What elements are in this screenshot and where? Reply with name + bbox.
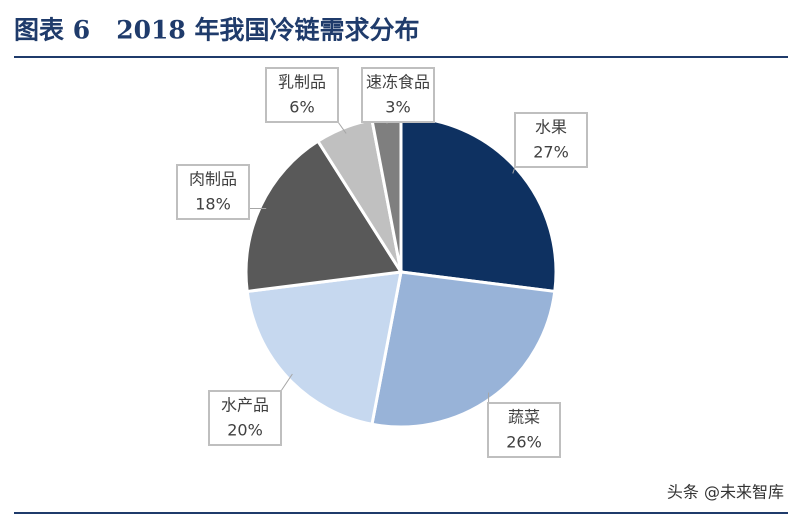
label-box (514, 112, 588, 168)
watermark: 头条 @未来智库 (667, 483, 784, 502)
slice-value: 6% (289, 98, 314, 117)
slice-value: 18% (195, 195, 231, 214)
slice-value: 27% (533, 143, 569, 162)
leader-line (512, 166, 516, 174)
pie-slice (245, 270, 403, 427)
slice-name: 肉制品 (189, 170, 237, 189)
slice-name: 水产品 (221, 396, 269, 415)
pie-slice (244, 139, 404, 294)
slice-name: 乳制品 (278, 73, 326, 92)
leader-line (280, 373, 293, 392)
leader-line (337, 121, 347, 134)
label-box (361, 67, 435, 123)
slice-name: 蔬菜 (508, 408, 540, 427)
slice-name: 速冻食品 (366, 73, 430, 92)
label-box (487, 402, 561, 458)
slice-value: 20% (227, 421, 263, 440)
slice-value: 26% (506, 433, 542, 452)
label-box (208, 390, 282, 446)
slice-value: 3% (385, 98, 410, 117)
chart-title: 图表 6 2018 年我国冷链需求分布 (14, 16, 420, 45)
label-box (265, 67, 339, 123)
label-box (176, 164, 250, 220)
pie-slice (370, 270, 557, 429)
slice-name: 水果 (535, 118, 567, 137)
